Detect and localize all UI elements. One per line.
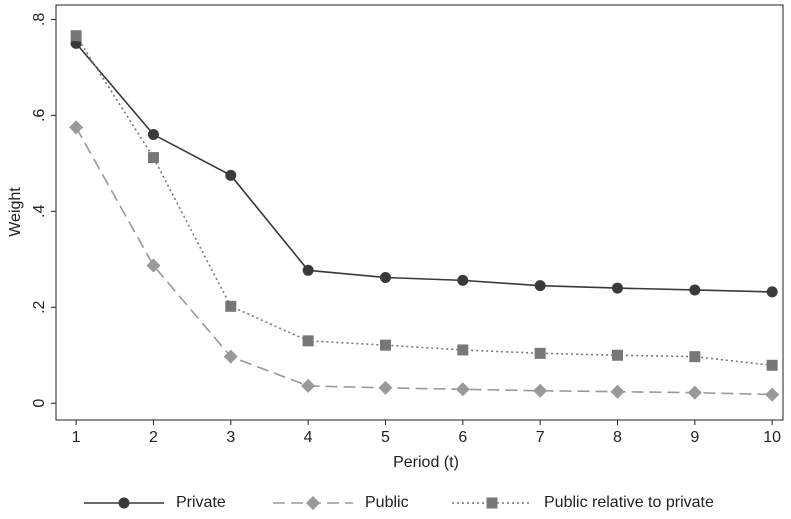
marker <box>379 339 391 351</box>
x-tick-label: 7 <box>536 429 545 446</box>
marker <box>379 272 391 284</box>
marker <box>455 382 470 397</box>
x-tick-label: 3 <box>226 429 235 446</box>
y-axis-label: Weight <box>7 187 24 237</box>
marker <box>301 378 316 393</box>
series-line <box>75 42 773 293</box>
marker <box>457 274 469 286</box>
marker <box>766 286 778 298</box>
x-tick-label: 4 <box>304 429 313 446</box>
marker <box>457 344 469 356</box>
x-tick-label: 10 <box>763 429 781 446</box>
x-tick-label: 1 <box>72 429 81 446</box>
series-line <box>75 35 773 367</box>
marker <box>225 169 237 181</box>
legend-label: Public <box>365 494 409 511</box>
legend-marker <box>118 497 130 509</box>
x-axis-label: Period (t) <box>393 454 459 471</box>
marker <box>611 282 623 294</box>
marker <box>689 351 701 363</box>
marker <box>70 30 82 42</box>
marker <box>223 349 238 364</box>
marker <box>687 385 702 400</box>
marker <box>147 152 159 164</box>
legend-label: Public relative to private <box>544 494 714 511</box>
x-tick-label: 9 <box>690 429 699 446</box>
x-tick-label: 2 <box>149 429 158 446</box>
y-tick-label: .2 <box>31 300 48 313</box>
marker <box>689 284 701 296</box>
y-tick-label: 0 <box>31 399 48 408</box>
marker <box>533 383 548 398</box>
marker <box>302 264 314 276</box>
marker <box>146 258 161 273</box>
legend-label: Private <box>176 494 226 511</box>
marker <box>69 120 84 135</box>
marker <box>378 380 393 395</box>
marker <box>534 347 546 359</box>
y-tick-label: .6 <box>31 109 48 122</box>
marker <box>302 335 314 347</box>
x-tick-label: 6 <box>458 429 467 446</box>
x-tick-label: 8 <box>613 429 622 446</box>
marker <box>766 359 778 371</box>
marker <box>765 387 780 402</box>
marker <box>610 384 625 399</box>
legend-marker <box>306 496 320 510</box>
x-tick-label: 5 <box>381 429 390 446</box>
y-tick-label: .8 <box>31 13 48 26</box>
y-tick-label: .4 <box>31 205 48 218</box>
plot-frame <box>55 4 784 421</box>
marker <box>225 300 237 312</box>
legend-marker <box>486 497 498 509</box>
marker <box>611 349 623 361</box>
series-line <box>75 126 773 396</box>
marker <box>534 280 546 292</box>
marker <box>147 129 159 141</box>
